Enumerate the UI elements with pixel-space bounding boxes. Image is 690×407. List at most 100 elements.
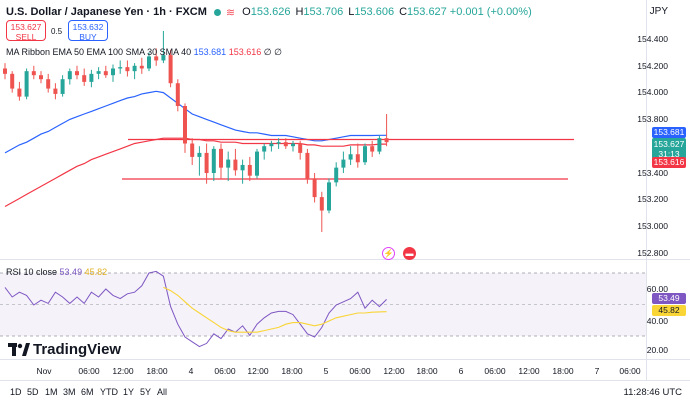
time-axis-label: 12:00 (518, 366, 540, 376)
candle-body (370, 146, 375, 152)
rsi-ma-value: 45.82 (84, 267, 108, 277)
candle-body (312, 178, 317, 198)
candle-body (363, 146, 367, 163)
event-us-flag-icon[interactable]: ▬ (403, 247, 416, 260)
time-axis-label: 5 (323, 366, 329, 376)
candle-body (219, 148, 223, 168)
open-value: 153.626 (250, 6, 291, 18)
sma-price-tag: 153.616 (652, 157, 686, 168)
low-value: 153.606 (354, 6, 395, 18)
range-button-1m[interactable]: 1M (45, 387, 58, 397)
candle-body (355, 154, 360, 163)
candle-body (255, 151, 259, 176)
rsi-line (4, 270, 387, 348)
candle-body (175, 83, 180, 106)
symbol-header[interactable]: U.S. Dollar / Japanese Yen · 1h · FXCM ≋… (6, 4, 532, 20)
candle-body (226, 159, 231, 168)
change-value: +0.001 (+0.00%) (449, 6, 532, 18)
tradingview-wordmark: TradingView (33, 341, 122, 358)
rsi-axis-label: 40.00 (646, 316, 668, 326)
candle-body (247, 164, 252, 176)
candle-body (377, 138, 382, 152)
rsi-value-tag: 53.49 (652, 293, 686, 304)
ma-ribbon-value-red: 153.616 (228, 47, 262, 57)
last-price-value: 153.627 (653, 139, 685, 149)
buy-label: BUY (79, 32, 97, 42)
time-axis-label: 06:00 (78, 366, 100, 376)
candle-body (39, 75, 43, 80)
ma-ribbon-label: MA Ribbon EMA 50 EMA 100 SMA 30 SMA 40 (6, 47, 192, 57)
buy-button[interactable]: 153.632 BUY (68, 20, 108, 42)
range-button-3m[interactable]: 3M (63, 387, 76, 397)
candle-body (262, 146, 267, 152)
price-axis-label: 154.000 (637, 87, 668, 97)
candle-body (168, 55, 173, 84)
candle-body (298, 143, 303, 153)
candle-body (269, 143, 274, 147)
time-axis-label: 18:00 (281, 366, 303, 376)
ma-ribbon-value-blue: 153.681 (193, 47, 227, 57)
candle-body (82, 75, 87, 82)
symbol-title[interactable]: U.S. Dollar / Japanese Yen · 1h · FXCM (6, 6, 207, 18)
candle-body (103, 71, 108, 76)
time-axis-label: 06:00 (349, 366, 371, 376)
currency-label[interactable]: JPY (649, 6, 668, 17)
time-axis-label: Nov (36, 366, 52, 376)
time-axis-label: 06:00 (214, 366, 236, 376)
range-button-all[interactable]: All (157, 387, 168, 397)
bottom-toolbar (0, 380, 690, 407)
candle-body (276, 142, 281, 144)
range-button-1d[interactable]: 1D (10, 387, 22, 397)
ma-ribbon-legend[interactable]: MA Ribbon EMA 50 EMA 100 SMA 30 SMA 40 1… (6, 47, 282, 58)
time-axis-label: 18:00 (146, 366, 168, 376)
sell-button[interactable]: 153.627 SELL (6, 20, 46, 42)
candle-body (111, 68, 115, 76)
range-button-ytd[interactable]: YTD (100, 387, 118, 397)
ema-price-tag: 153.681 (652, 127, 686, 138)
candle-body (46, 79, 51, 89)
range-button-1y[interactable]: 1Y (123, 387, 135, 397)
tradingview-logo[interactable]: TradingView (8, 341, 121, 358)
candle-body (197, 152, 202, 157)
candle-body (341, 159, 346, 168)
candle-body (327, 182, 331, 211)
range-button-6m[interactable]: 6M (81, 387, 94, 397)
candle-body (10, 73, 15, 89)
candle-body (53, 88, 58, 94)
rsi-axis-label: 60.00 (646, 284, 668, 294)
price-axis-label: 153.000 (637, 221, 668, 231)
event-flash-icon[interactable]: ⚡ (382, 247, 395, 260)
time-axis-label: 12:00 (383, 366, 405, 376)
price-axis-label: 153.200 (637, 194, 668, 204)
candle-body (3, 68, 7, 74)
tradingview-logo-icon (8, 343, 30, 356)
bar-countdown: 31:13 (658, 149, 680, 159)
range-button-5d[interactable]: 5D (27, 387, 39, 397)
candle-body (96, 71, 101, 74)
utc-clock[interactable]: 11:28:46 UTC (623, 387, 682, 398)
candle-body (334, 167, 339, 183)
ema-50-line (4, 90, 387, 154)
rsi-legend[interactable]: RSI 10 close 53.49 45.82 (6, 267, 107, 277)
ma-ribbon-value-rest: ∅ ∅ (263, 47, 282, 57)
candle-body (75, 71, 79, 76)
sell-label: SELL (15, 32, 37, 42)
candle-body (154, 56, 159, 61)
range-button-5y[interactable]: 5Y (140, 387, 152, 397)
time-axis-label: 12:00 (247, 366, 269, 376)
low-key: L (348, 6, 355, 18)
candle-body (31, 71, 36, 76)
time-axis-label: 06:00 (484, 366, 506, 376)
time-axis-label: 06:00 (619, 366, 641, 376)
candle-body (67, 71, 72, 80)
candles (3, 30, 389, 232)
high-key: H (295, 6, 304, 18)
candle-body (183, 106, 187, 144)
buy-price: 153.632 (72, 22, 104, 32)
price-axis-label: 152.800 (637, 248, 668, 258)
candle-body (147, 56, 151, 69)
horizontal-levels[interactable] (122, 138, 574, 180)
candle-body (118, 67, 123, 69)
data-provider-icon: ≋ (225, 6, 236, 19)
